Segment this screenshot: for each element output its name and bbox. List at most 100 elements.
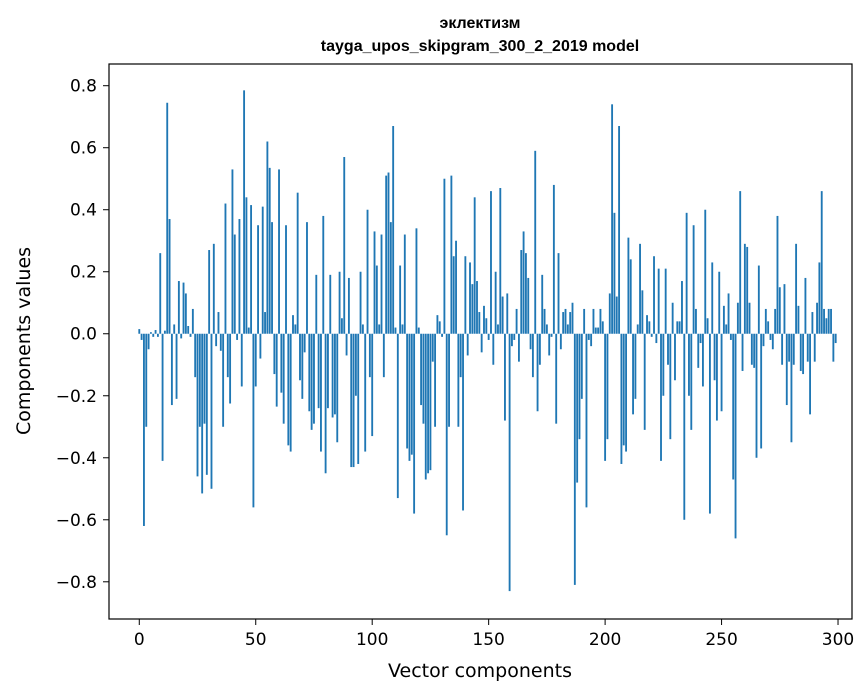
bar-19	[182, 282, 185, 334]
bar-207	[620, 333, 623, 464]
bar-290	[813, 333, 816, 362]
bar-61	[280, 333, 283, 393]
bar-240	[697, 333, 700, 368]
bar-276	[781, 333, 784, 365]
bar-64	[287, 333, 290, 446]
bar-288	[809, 333, 811, 415]
bar-72	[306, 222, 308, 334]
bar-289	[811, 312, 814, 334]
bar-73	[308, 333, 311, 412]
bar-46	[245, 197, 248, 334]
bar-252	[725, 324, 728, 334]
bar-133	[448, 333, 450, 427]
chart-title: эклектизм	[440, 15, 521, 32]
bar-63	[285, 225, 287, 334]
bar-136	[455, 240, 457, 334]
bar-254	[729, 333, 732, 340]
bar-5	[149, 332, 152, 334]
bar-234	[683, 333, 686, 520]
bar-190	[580, 333, 583, 399]
bar-209	[625, 333, 627, 452]
bar-100	[371, 333, 374, 437]
bar-33	[215, 333, 218, 347]
bar-94	[357, 333, 360, 464]
bar-186	[571, 302, 574, 334]
bar-248	[715, 333, 718, 421]
bar-197	[597, 327, 600, 334]
x-axis-label: Vector components	[388, 660, 572, 682]
bar-232	[678, 321, 681, 334]
y-tick-label: −0.2	[56, 387, 97, 407]
bar-296	[827, 308, 830, 334]
bar-202	[608, 293, 611, 334]
bar-3	[145, 333, 148, 427]
bar-243	[704, 209, 707, 334]
bar-125	[429, 333, 432, 471]
bar-69	[299, 333, 301, 381]
bar-148	[483, 305, 485, 334]
bar-146	[478, 312, 481, 334]
bar-112	[399, 265, 402, 334]
bar-218	[646, 315, 648, 334]
bar-205	[615, 296, 618, 334]
bar-299	[834, 333, 837, 344]
bar-192	[585, 333, 588, 508]
bar-259	[741, 333, 744, 371]
bar-117	[410, 333, 413, 455]
bar-219	[648, 321, 651, 334]
bar-16	[175, 333, 178, 399]
bar-71	[303, 333, 306, 353]
bar-208	[622, 333, 625, 446]
bar-55	[266, 141, 269, 334]
bar-109	[392, 126, 395, 334]
bar-224	[660, 333, 662, 461]
bar-39	[229, 333, 232, 404]
bar-127	[434, 333, 437, 427]
bar-132	[445, 333, 448, 536]
bar-149	[485, 318, 488, 334]
bar-170	[534, 150, 537, 334]
bar-138	[459, 333, 462, 378]
bar-152	[492, 333, 495, 365]
bar-6	[152, 333, 155, 337]
bar-262	[748, 302, 751, 334]
bar-103	[378, 324, 381, 334]
bar-271	[769, 333, 772, 340]
bar-160	[511, 333, 513, 347]
bar-99	[368, 333, 371, 378]
x-tick-label: 250	[705, 630, 737, 650]
bar-258	[739, 191, 742, 334]
bar-150	[487, 333, 490, 340]
bar-82	[329, 274, 332, 334]
bar-23	[191, 308, 194, 334]
bar-54	[264, 312, 266, 334]
bar-58	[273, 333, 276, 375]
bar-107	[387, 172, 390, 334]
bar-231	[676, 321, 679, 334]
bar-283	[797, 305, 800, 334]
bar-204	[613, 212, 616, 334]
bar-17	[177, 281, 180, 334]
bar-28	[203, 333, 206, 424]
bar-102	[375, 265, 378, 334]
bar-177	[550, 333, 553, 337]
bar-233	[681, 281, 683, 334]
bar-70	[301, 333, 304, 399]
bar-157	[504, 333, 506, 421]
bar-95	[359, 271, 362, 334]
bar-173	[541, 274, 544, 334]
bar-285	[802, 333, 805, 375]
bar-297	[830, 308, 832, 334]
bar-220	[650, 333, 653, 337]
bar-91	[350, 333, 353, 468]
bar-105	[382, 333, 385, 378]
bar-156	[501, 296, 504, 334]
bar-153	[494, 271, 497, 334]
bar-189	[578, 333, 581, 440]
bar-183	[564, 308, 567, 334]
bar-241	[699, 333, 702, 344]
bar-10	[161, 333, 164, 461]
bar-101	[373, 231, 376, 334]
bar-223	[657, 268, 660, 334]
y-tick-label: −0.6	[56, 511, 97, 531]
